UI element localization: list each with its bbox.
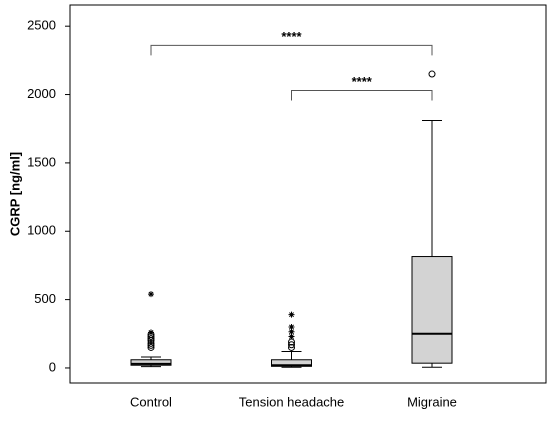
outlier [428,70,436,78]
extreme [148,329,154,336]
x-tick-label: Tension headache [239,394,345,409]
y-tick-label: 500 [34,291,56,306]
box [130,359,172,366]
outlier [147,339,155,347]
outlier [147,335,155,343]
extreme [288,328,295,335]
plot-frame [69,4,547,384]
significance-bracket [291,89,433,101]
box [411,256,453,364]
outlier [147,343,155,351]
y-tick-label: 0 [49,359,56,374]
y-tick-label: 1500 [27,154,56,169]
box [271,359,312,367]
y-tick-label: 1000 [27,223,56,238]
extreme [288,311,295,318]
outlier [288,341,295,349]
outlier [147,341,155,349]
significance-label: **** [352,74,373,89]
extreme [148,291,154,298]
y-axis-label: CGRP [ng/ml] [7,152,22,236]
x-tick-label: Migraine [407,394,457,409]
outlier [288,343,295,351]
extreme [288,323,295,330]
y-tick-label: 2000 [27,86,56,101]
significance-label: **** [281,29,302,44]
y-tick-label: 2500 [27,18,56,33]
x-tick-label: Control [130,394,172,409]
extreme [288,333,295,340]
significance-bracket [150,44,433,56]
